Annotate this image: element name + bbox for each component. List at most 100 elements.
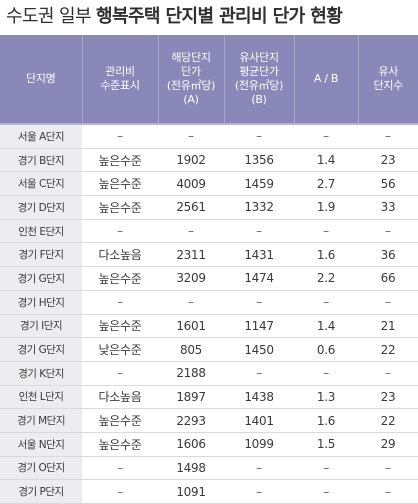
cell-fee-level: 높은수준: [82, 148, 158, 172]
cell-similar-count: –: [358, 480, 418, 504]
cell-complex-name: 경기 F단지: [0, 243, 82, 267]
cell-unit-price-a: –: [158, 290, 224, 314]
cell-unit-price-a: 805: [158, 338, 224, 362]
cell-similar-avg-price-b: 1147: [224, 314, 294, 338]
cell-similar-count: 23: [358, 148, 418, 172]
cell-fee-level: –: [82, 480, 158, 504]
cell-similar-avg-price-b: 1438: [224, 385, 294, 409]
cell-similar-avg-price-b: 1332: [224, 196, 294, 220]
cell-similar-avg-price-b: –: [224, 219, 294, 243]
cell-ratio-a-b: –: [294, 219, 358, 243]
cell-similar-count: 29: [358, 432, 418, 456]
cell-unit-price-a: 1902: [158, 148, 224, 172]
cell-complex-name: 인천 L단지: [0, 385, 82, 409]
cell-unit-price-a: 1897: [158, 385, 224, 409]
cell-ratio-a-b: –: [294, 480, 358, 504]
cell-complex-name: 서울 N단지: [0, 432, 82, 456]
column-header-line: 해당단지: [159, 51, 224, 65]
column-header-line: 유사단지: [225, 51, 294, 65]
cell-similar-count: 22: [358, 338, 418, 362]
cell-complex-name: 서울 A단지: [0, 124, 82, 148]
column-header-line: 단지수: [359, 79, 418, 93]
cell-similar-count: 36: [358, 243, 418, 267]
title-prefix: 수도권 일부: [6, 6, 91, 27]
cell-ratio-a-b: –: [294, 290, 358, 314]
cell-unit-price-a: 4009: [158, 172, 224, 196]
table-row: 서울 A단지–––––: [0, 124, 418, 148]
cell-unit-price-a: 1606: [158, 432, 224, 456]
cell-fee-level: 높은수준: [82, 432, 158, 456]
column-header-line: 단지명: [0, 72, 82, 86]
cell-similar-avg-price-b: –: [224, 124, 294, 148]
column-header-line: (전유㎡당): [225, 79, 294, 93]
cell-unit-price-a: –: [158, 124, 224, 148]
cell-fee-level: 다소높음: [82, 385, 158, 409]
cell-ratio-a-b: 0.6: [294, 338, 358, 362]
cell-similar-count: –: [358, 290, 418, 314]
cell-similar-avg-price-b: 1356: [224, 148, 294, 172]
cell-complex-name: 경기 G단지: [0, 267, 82, 291]
cell-similar-count: 23: [358, 385, 418, 409]
cell-fee-level: 높은수준: [82, 172, 158, 196]
cell-fee-level: –: [82, 219, 158, 243]
cell-similar-count: –: [358, 361, 418, 385]
column-header-line: (전유㎡당): [159, 79, 224, 93]
cell-unit-price-a: 2188: [158, 361, 224, 385]
cell-ratio-a-b: 1.9: [294, 196, 358, 220]
cell-fee-level: –: [82, 361, 158, 385]
column-header-line: 수준표시: [83, 79, 158, 93]
cell-complex-name: 경기 P단지: [0, 480, 82, 504]
column-header-line: 단가: [159, 65, 224, 79]
table-row: 인천 E단지–––––: [0, 219, 418, 243]
cell-ratio-a-b: 1.3: [294, 385, 358, 409]
cell-ratio-a-b: 1.6: [294, 243, 358, 267]
cell-similar-count: 33: [358, 196, 418, 220]
column-header-line: A / B: [295, 72, 358, 86]
cell-unit-price-a: 1091: [158, 480, 224, 504]
cell-similar-count: 21: [358, 314, 418, 338]
table-row: 경기 P단지–1091–––: [0, 480, 418, 504]
cell-similar-avg-price-b: 1401: [224, 409, 294, 433]
cell-fee-level: 낮은수준: [82, 338, 158, 362]
cell-similar-count: 22: [358, 409, 418, 433]
cell-fee-level: –: [82, 290, 158, 314]
cell-similar-avg-price-b: –: [224, 361, 294, 385]
cell-unit-price-a: 2293: [158, 409, 224, 433]
table-row: 경기 K단지–2188–––: [0, 361, 418, 385]
title-emphasis: 행복주택 단지별 관리비 단가 현황: [96, 6, 342, 27]
cell-unit-price-a: 1601: [158, 314, 224, 338]
cell-ratio-a-b: 2.7: [294, 172, 358, 196]
cell-complex-name: 경기 B단지: [0, 148, 82, 172]
cell-similar-count: –: [358, 124, 418, 148]
cell-similar-count: 66: [358, 267, 418, 291]
column-header-line: 유사: [359, 65, 418, 79]
cell-complex-name: 경기 D단지: [0, 196, 82, 220]
cell-ratio-a-b: 1.4: [294, 148, 358, 172]
column-header-line: (B): [225, 93, 294, 107]
cell-similar-avg-price-b: –: [224, 480, 294, 504]
cell-unit-price-a: 2311: [158, 243, 224, 267]
cell-fee-level: 높은수준: [82, 267, 158, 291]
cell-similar-count: 56: [358, 172, 418, 196]
cell-similar-avg-price-b: 1431: [224, 243, 294, 267]
cell-similar-avg-price-b: 1459: [224, 172, 294, 196]
cell-ratio-a-b: 2.2: [294, 267, 358, 291]
column-header-complex-name: 단지명: [0, 35, 82, 124]
cell-fee-level: 높은수준: [82, 314, 158, 338]
column-header-line: (A): [159, 93, 224, 107]
cell-ratio-a-b: –: [294, 361, 358, 385]
column-header-ratio-a-b: A / B: [294, 35, 358, 124]
